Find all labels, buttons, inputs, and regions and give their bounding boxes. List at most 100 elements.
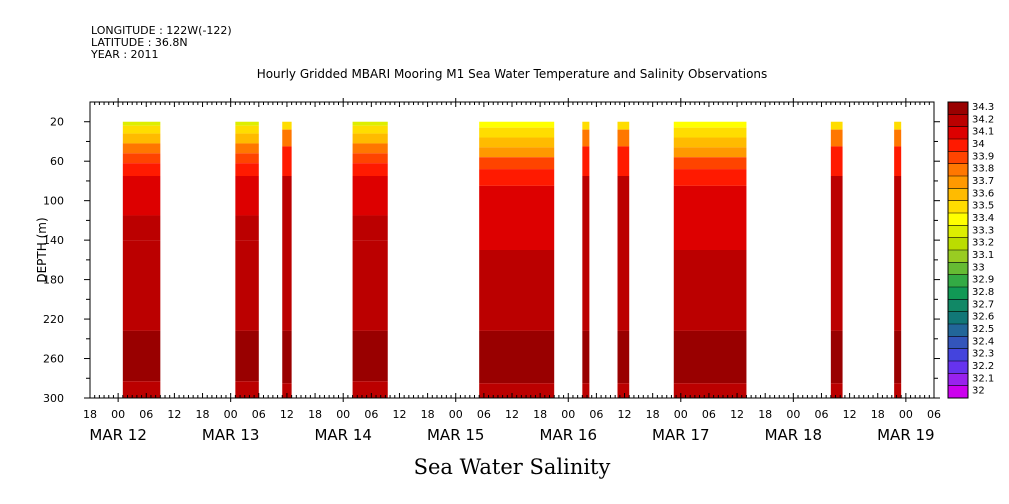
x-tick-label: 18 xyxy=(421,408,435,421)
data-cell xyxy=(673,157,747,170)
date-label: MAR 13 xyxy=(202,426,259,444)
data-cell xyxy=(352,121,388,126)
colorbar-swatch xyxy=(948,287,968,300)
colorbar-swatch xyxy=(948,299,968,312)
x-tick-label: 00 xyxy=(336,408,350,421)
colorbar-swatch xyxy=(948,237,968,251)
data-cell xyxy=(122,121,161,126)
colorbar-swatch xyxy=(948,126,968,140)
colorbar-swatch xyxy=(948,324,968,337)
colorbar-label: 33 xyxy=(972,262,985,273)
data-cell xyxy=(122,153,161,164)
colorbar-label: 32.8 xyxy=(972,287,994,298)
colorbar-label: 33.8 xyxy=(972,164,994,175)
data-cell xyxy=(830,146,843,176)
data-cell xyxy=(282,176,292,331)
colorbar-label: 33.5 xyxy=(972,201,994,212)
data-cell xyxy=(617,129,630,147)
data-cell xyxy=(352,153,388,164)
data-cell xyxy=(235,133,259,144)
x-tick-label: 18 xyxy=(196,408,210,421)
colorbar-swatch xyxy=(948,336,968,349)
longitude-label: LONGITUDE : 122W(-122) xyxy=(91,24,232,37)
x-tick-label: 12 xyxy=(392,408,406,421)
x-tick-label: 06 xyxy=(589,408,603,421)
data-cell xyxy=(673,330,747,384)
colorbar-swatch xyxy=(948,348,968,362)
data-cell xyxy=(352,163,388,176)
data-cell xyxy=(479,330,555,384)
colorbar-label: 32 xyxy=(972,386,985,397)
data-cell xyxy=(582,176,590,331)
data-cell xyxy=(479,147,555,158)
data-cell xyxy=(894,146,902,176)
colorbar-label: 34.2 xyxy=(972,114,994,125)
colorbar-label: 32.4 xyxy=(972,336,994,347)
data-cell xyxy=(894,129,902,147)
data-cell xyxy=(673,121,747,128)
data-cell xyxy=(582,146,590,176)
data-cell xyxy=(830,176,843,331)
x-tick-label: 18 xyxy=(758,408,772,421)
data-cell xyxy=(830,129,843,147)
colorbar-swatch xyxy=(948,225,968,238)
x-tick-label: 18 xyxy=(83,408,97,421)
colorbar-swatch xyxy=(948,311,968,325)
data-cell xyxy=(830,383,843,398)
colorbar-label: 33.6 xyxy=(972,188,994,199)
data-cell xyxy=(673,185,747,250)
colorbar-label: 32.6 xyxy=(972,312,994,323)
data-cell xyxy=(282,121,292,130)
x-tick-label: 12 xyxy=(730,408,744,421)
data-cell xyxy=(122,163,161,176)
data-cell xyxy=(894,176,902,331)
data-cell xyxy=(617,146,630,176)
colorbar-swatch xyxy=(948,163,968,177)
colorbar-label: 33.1 xyxy=(972,250,994,261)
date-label: MAR 14 xyxy=(314,426,371,444)
colorbar-label: 34 xyxy=(972,139,985,150)
x-tick-label: 00 xyxy=(561,408,575,421)
x-tick-label: 06 xyxy=(139,408,153,421)
y-tick-label: 140 xyxy=(43,234,64,247)
data-cell xyxy=(122,381,161,398)
x-tick-label: 12 xyxy=(167,408,181,421)
date-label: MAR 18 xyxy=(765,426,822,444)
colorbar-label: 33.2 xyxy=(972,238,994,249)
colorbar-label: 32.1 xyxy=(972,373,994,384)
x-tick-label: 00 xyxy=(224,408,238,421)
data-cell xyxy=(582,121,590,130)
data-cell xyxy=(479,185,555,250)
data-cell xyxy=(352,133,388,144)
data-cell xyxy=(235,153,259,164)
data-cell xyxy=(122,133,161,144)
data-cell xyxy=(830,330,843,384)
data-cell xyxy=(352,143,388,154)
colorbar-swatch xyxy=(948,151,968,164)
data-cell xyxy=(122,330,161,382)
colorbar-swatch xyxy=(948,262,968,275)
data-cell xyxy=(352,125,388,134)
x-axis-title: Sea Water Salinity xyxy=(413,455,611,479)
x-tick-label: 12 xyxy=(280,408,294,421)
colorbar-swatch xyxy=(948,200,968,214)
colorbar-label: 32.5 xyxy=(972,324,994,335)
data-cell xyxy=(122,240,161,331)
x-tick-label: 18 xyxy=(871,408,885,421)
colorbar-label: 32.7 xyxy=(972,299,994,310)
colorbar-label: 34.1 xyxy=(972,127,994,138)
data-cell xyxy=(235,121,259,126)
colorbar-swatch xyxy=(948,250,968,263)
colorbar-label: 33.3 xyxy=(972,225,994,236)
data-cell xyxy=(282,146,292,176)
data-cell xyxy=(894,330,902,384)
colorbar-swatch xyxy=(948,188,968,201)
data-cell xyxy=(235,330,259,382)
x-tick-label: 18 xyxy=(308,408,322,421)
data-cell xyxy=(617,176,630,331)
y-tick-label: 180 xyxy=(43,274,64,287)
data-cell xyxy=(479,169,555,186)
data-cell xyxy=(122,125,161,134)
colorbar-swatch xyxy=(948,213,968,226)
